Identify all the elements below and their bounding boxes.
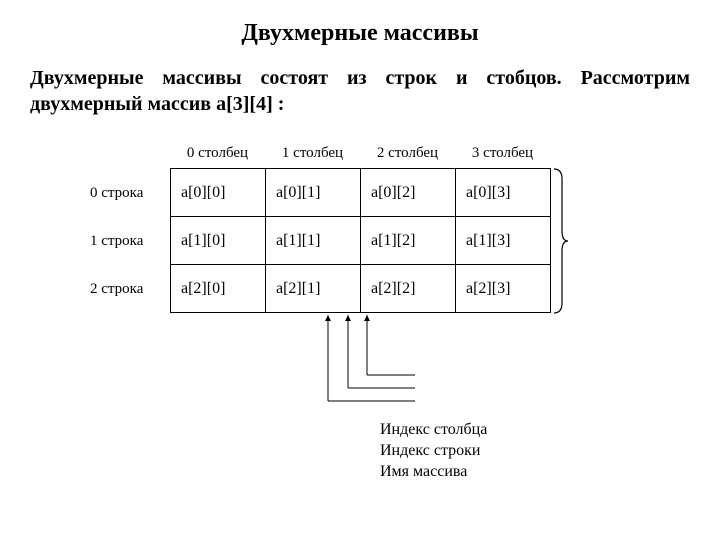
table-cell: a[0][2] [361,169,456,217]
legend: Индекс столбца Индекс строки Имя массива [380,420,487,482]
table-cell: a[1][0] [171,217,266,265]
col-header: 3 столбец [455,145,550,162]
row-label: 2 строка [90,265,165,313]
description-text: Двухмерные массивы состоят из строк и ст… [30,65,690,117]
col-header: 1 столбец [265,145,360,162]
page-title: Двухмерные массивы [30,20,690,47]
row-label: 0 строка [90,169,165,217]
table-row: a[1][0] a[1][1] a[1][2] a[1][3] [171,217,551,265]
brace-icon [552,167,570,315]
table-cell: a[0][1] [266,169,361,217]
table-cell: a[2][0] [171,265,266,313]
table-cell: a[2][1] [266,265,361,313]
table-cell: a[0][3] [456,169,551,217]
table-area: 0 столбец 1 столбец 2 столбец 3 столбец … [90,145,690,313]
table-cell: a[2][2] [361,265,456,313]
col-headers: 0 столбец 1 столбец 2 столбец 3 столбец [90,145,690,162]
table-cell: a[1][1] [266,217,361,265]
table-row: a[0][0] a[0][1] a[0][2] a[0][3] [171,169,551,217]
row-label: 1 строка [90,217,165,265]
table-cell: a[0][0] [171,169,266,217]
array-table: a[0][0] a[0][1] a[0][2] a[0][3] a[1][0] … [170,168,551,313]
table-row: a[2][0] a[2][1] a[2][2] a[2][3] [171,265,551,313]
row-labels: 0 строка 1 строка 2 строка [90,169,165,313]
table-cell: a[1][3] [456,217,551,265]
legend-row-index: Индекс строки [380,441,487,462]
arrows-icon [320,315,580,410]
table-cell: a[1][2] [361,217,456,265]
col-header: 2 столбец [360,145,455,162]
table-cell: a[2][3] [456,265,551,313]
legend-col-index: Индекс столбца [380,420,487,441]
col-header: 0 столбец [170,145,265,162]
legend-array-name: Имя массива [380,462,487,483]
